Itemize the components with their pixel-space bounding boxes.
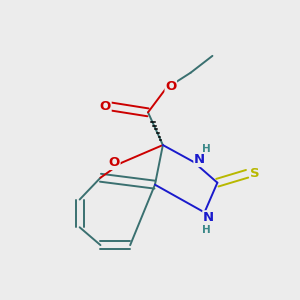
Text: N: N xyxy=(203,211,214,224)
Text: O: O xyxy=(100,100,111,113)
Text: N: N xyxy=(194,153,205,167)
Text: O: O xyxy=(109,156,120,170)
Text: H: H xyxy=(202,225,211,235)
Text: H: H xyxy=(202,144,211,154)
Text: S: S xyxy=(250,167,260,180)
Text: O: O xyxy=(165,80,176,93)
